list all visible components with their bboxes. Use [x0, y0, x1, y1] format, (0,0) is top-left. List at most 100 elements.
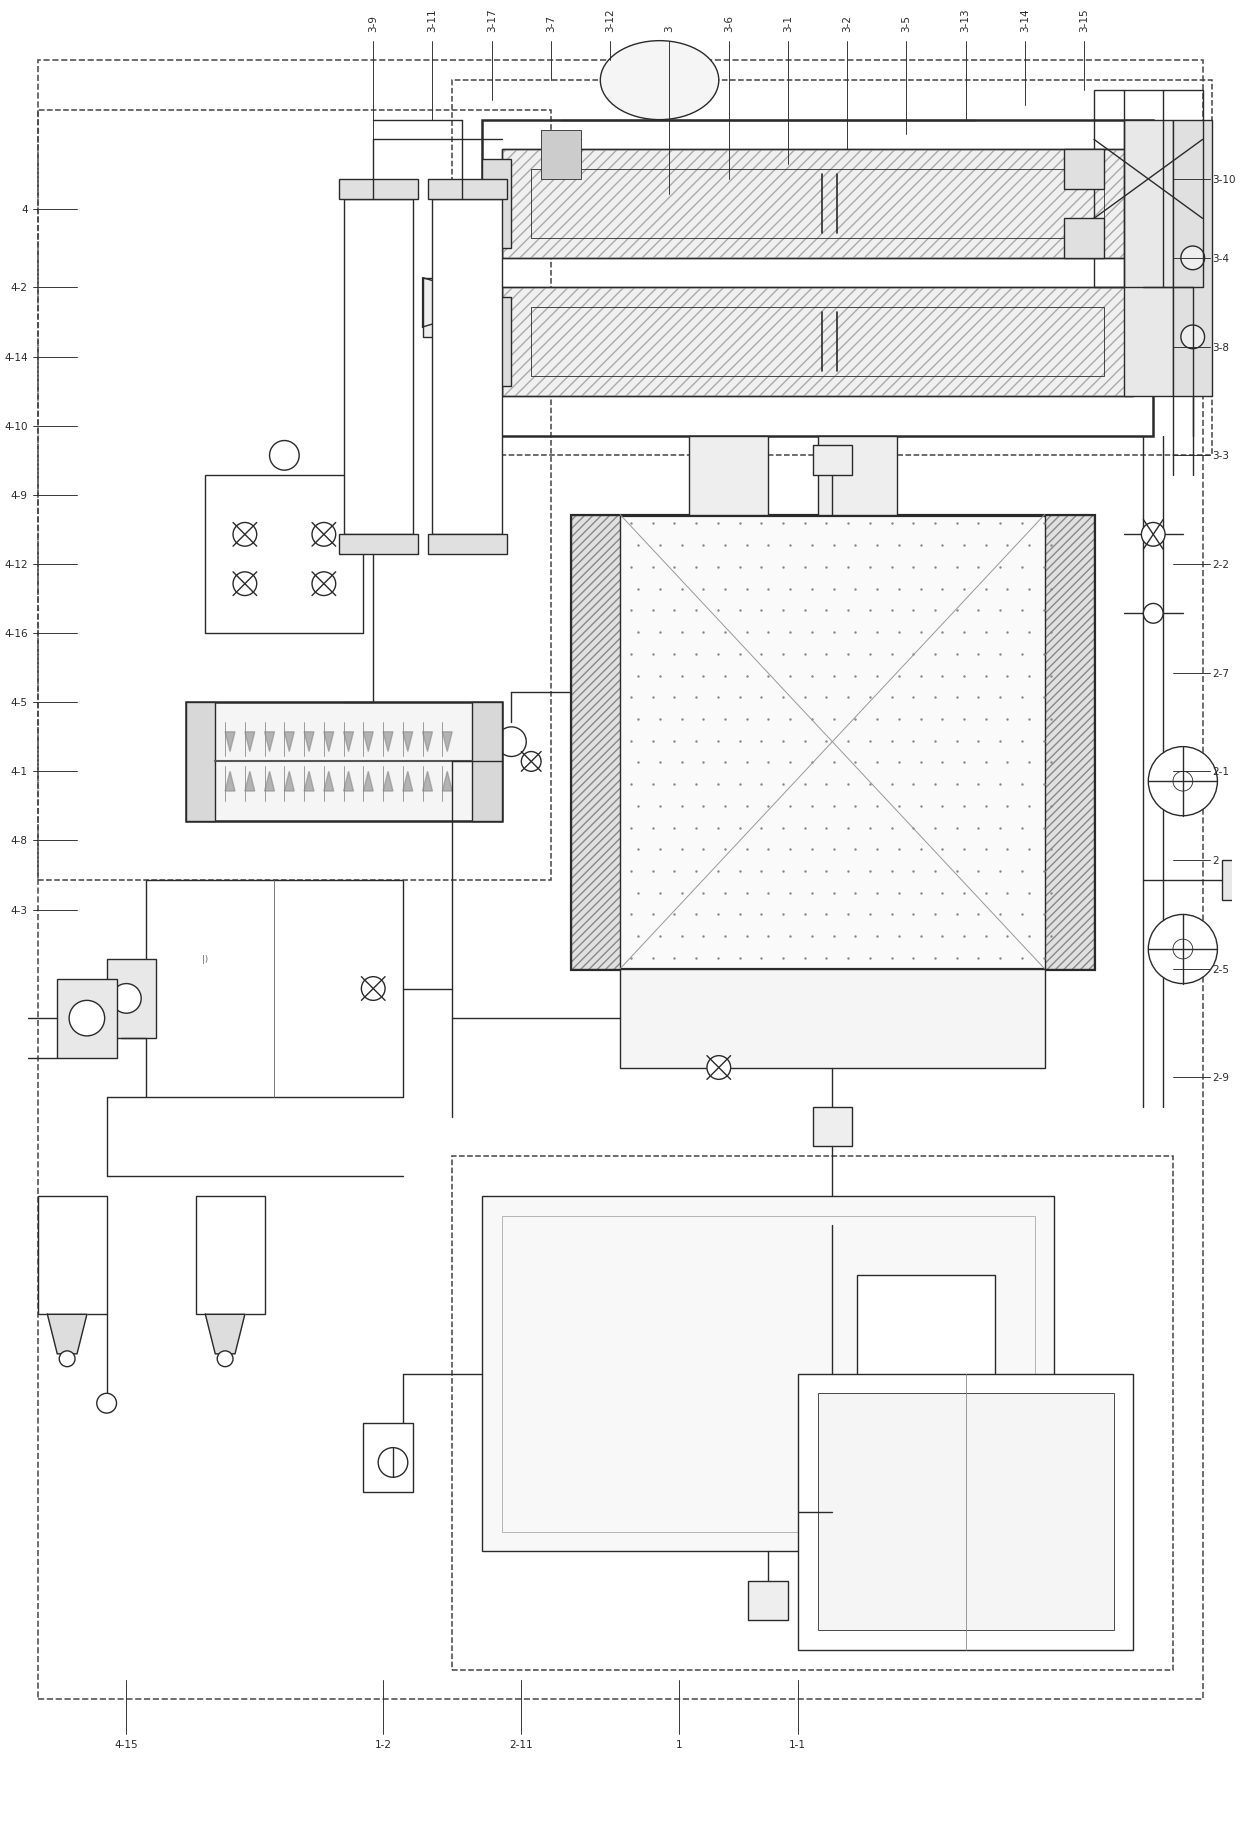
Polygon shape [244, 771, 254, 791]
Bar [749, 1581, 787, 1621]
Text: 3-7: 3-7 [546, 15, 556, 31]
Bar [428, 534, 506, 554]
Bar [620, 970, 1044, 1068]
Circle shape [60, 1351, 76, 1367]
Circle shape [817, 1201, 847, 1231]
Polygon shape [343, 771, 353, 791]
Text: 3-4: 3-4 [1213, 253, 1230, 264]
Polygon shape [226, 771, 236, 791]
Bar [570, 516, 1094, 970]
Circle shape [1143, 603, 1163, 623]
Text: 4-9: 4-9 [11, 490, 27, 501]
Bar [57, 979, 117, 1057]
Bar [501, 288, 1133, 397]
Bar [531, 170, 1104, 239]
Bar [482, 120, 1153, 436]
Polygon shape [206, 1314, 244, 1354]
Circle shape [1173, 939, 1193, 959]
Polygon shape [443, 771, 453, 791]
Text: 3-13: 3-13 [961, 7, 971, 31]
Bar [186, 704, 501, 820]
Bar [428, 180, 506, 199]
Bar [107, 959, 156, 1039]
Circle shape [887, 1334, 966, 1413]
Bar [541, 131, 580, 180]
Circle shape [553, 151, 569, 168]
Polygon shape [47, 1314, 87, 1354]
Text: 3-12: 3-12 [605, 7, 615, 31]
Bar [501, 288, 1133, 397]
Polygon shape [363, 733, 373, 753]
Text: 2-11: 2-11 [510, 1739, 533, 1748]
Circle shape [312, 523, 336, 547]
Text: 2-9: 2-9 [1213, 1072, 1230, 1083]
Bar [501, 149, 1133, 259]
Bar [206, 476, 363, 634]
Bar [501, 288, 1133, 397]
Text: 1: 1 [676, 1739, 682, 1748]
Text: 3: 3 [665, 26, 675, 31]
Circle shape [497, 727, 526, 757]
Circle shape [1141, 523, 1166, 547]
Bar [817, 436, 897, 516]
Bar [1064, 149, 1104, 190]
Polygon shape [423, 279, 472, 328]
Bar [339, 534, 418, 554]
Circle shape [1180, 326, 1204, 350]
Text: 4-16: 4-16 [4, 629, 27, 638]
Text: 4-2: 4-2 [11, 283, 27, 294]
Text: 3-15: 3-15 [1079, 7, 1089, 31]
Bar [570, 516, 620, 970]
Polygon shape [244, 733, 254, 753]
Bar [146, 881, 403, 1097]
Polygon shape [343, 733, 353, 753]
Polygon shape [363, 771, 373, 791]
Polygon shape [383, 733, 393, 753]
Bar [453, 80, 1213, 456]
Circle shape [233, 523, 257, 547]
Circle shape [312, 572, 336, 596]
Circle shape [1148, 747, 1218, 817]
Bar [186, 704, 216, 820]
Text: 3-6: 3-6 [724, 15, 734, 31]
Bar [423, 279, 492, 337]
Text: 3-1: 3-1 [782, 15, 792, 31]
Bar [472, 704, 501, 820]
Bar [1064, 219, 1104, 259]
Bar [501, 149, 1133, 259]
Circle shape [1180, 246, 1204, 270]
Circle shape [361, 977, 386, 1001]
Polygon shape [264, 733, 274, 753]
Polygon shape [443, 733, 453, 753]
Bar [1173, 120, 1213, 397]
Polygon shape [423, 733, 433, 753]
Bar [37, 111, 551, 881]
Text: 3-10: 3-10 [1213, 175, 1236, 184]
Text: 1-1: 1-1 [790, 1739, 806, 1748]
Bar [797, 1375, 1133, 1650]
Text: 2: 2 [1213, 855, 1219, 866]
Polygon shape [284, 733, 294, 753]
Text: 3-8: 3-8 [1213, 343, 1230, 352]
Text: 3-11: 3-11 [428, 7, 438, 31]
Bar [1223, 860, 1240, 901]
Text: 2-5: 2-5 [1213, 964, 1230, 973]
Text: 3-17: 3-17 [487, 7, 497, 31]
Polygon shape [423, 771, 433, 791]
Text: 4-5: 4-5 [11, 698, 27, 707]
Circle shape [269, 441, 299, 470]
Bar [343, 199, 413, 534]
Bar [1094, 91, 1203, 288]
Circle shape [521, 753, 541, 771]
Text: 3-14: 3-14 [1019, 7, 1030, 31]
Bar [812, 1107, 852, 1147]
Bar [812, 447, 852, 476]
Polygon shape [383, 771, 393, 791]
Text: 3-2: 3-2 [842, 15, 852, 31]
Ellipse shape [600, 42, 719, 120]
Text: 4-3: 4-3 [11, 904, 27, 915]
Polygon shape [403, 771, 413, 791]
Polygon shape [304, 771, 314, 791]
Text: 4-8: 4-8 [11, 837, 27, 846]
Polygon shape [264, 771, 274, 791]
